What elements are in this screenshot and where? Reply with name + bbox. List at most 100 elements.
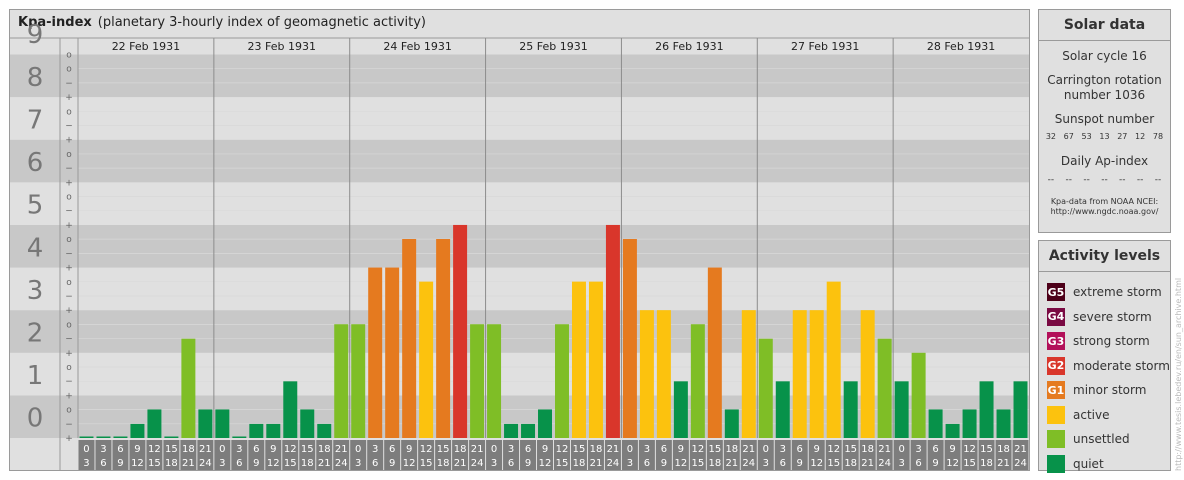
interval-start-label: 12: [420, 444, 433, 455]
interval-start-label: 3: [915, 444, 921, 455]
level-band: [10, 395, 1029, 438]
interval-end-label: 6: [236, 458, 242, 469]
date-strip: [78, 38, 1029, 55]
data-source-note: Kpa-data from NOAA NCEI: http://www.ngdc…: [1039, 197, 1170, 217]
carrington-line2: number 1036: [1063, 88, 1146, 102]
activity-level-active: active: [1047, 403, 1170, 428]
divider: [1039, 40, 1170, 41]
ap-value: --: [1136, 175, 1144, 185]
y-tick-label: 9: [27, 20, 44, 50]
interval-box: [893, 440, 910, 470]
y-minor-mark: −: [65, 249, 73, 259]
interval-box: [435, 440, 452, 470]
interval-box: [723, 440, 740, 470]
level-swatch: [1047, 405, 1065, 424]
interval-start-label: 15: [708, 444, 721, 455]
kp-bar: [215, 409, 230, 438]
interval-end-label: 6: [780, 458, 786, 469]
kp-bar: [571, 281, 586, 438]
interval-box: [452, 440, 469, 470]
interval-box: [265, 440, 282, 470]
interval-box: [927, 440, 944, 470]
kp-bar: [504, 423, 519, 438]
interval-end-label: 24: [335, 458, 348, 469]
kp-bar: [283, 381, 298, 438]
interval-box: [638, 440, 655, 470]
interval-end-label: 3: [491, 458, 497, 469]
interval-end-label: 9: [797, 458, 803, 469]
day-label: 22 Feb 1931: [112, 40, 180, 53]
interval-end-label: 3: [627, 458, 633, 469]
kp-bar: [979, 381, 994, 438]
interval-end-label: 15: [963, 458, 976, 469]
activity-level-moderate-storm: G2 moderate storm: [1047, 354, 1170, 379]
y-minor-mark: o: [66, 150, 72, 160]
kp-bar: [877, 338, 892, 438]
interval-start-label: 6: [525, 444, 531, 455]
kp-bar: [198, 409, 213, 438]
carrington-line1: Carrington rotation: [1047, 73, 1162, 87]
interval-start-label: 3: [372, 444, 378, 455]
kp-bar: [368, 267, 383, 438]
kp-bar: [249, 423, 264, 438]
interval-start-label: 18: [590, 444, 603, 455]
interval-box: [978, 440, 995, 470]
interval-end-label: 9: [117, 458, 123, 469]
y-tick-label: 1: [27, 361, 44, 391]
interval-end-label: 15: [556, 458, 569, 469]
kp-bar: [860, 310, 875, 438]
ap-value: --: [1154, 175, 1162, 185]
interval-start-label: 12: [963, 444, 976, 455]
interval-end-label: 12: [946, 458, 959, 469]
y-minor-mark: +: [65, 264, 73, 274]
interval-end-label: 6: [644, 458, 650, 469]
interval-start-label: 6: [661, 444, 667, 455]
interval-end-label: 12: [131, 458, 144, 469]
interval-start-label: 18: [454, 444, 467, 455]
interval-end-label: 12: [403, 458, 416, 469]
kp-bar: [826, 281, 841, 438]
interval-start-label: 6: [389, 444, 395, 455]
kp-bar: [266, 423, 281, 438]
interval-box: [367, 440, 384, 470]
interval-box: [197, 440, 214, 470]
y-minor-mark: o: [66, 278, 72, 288]
kp-bar: [639, 310, 654, 438]
sunspot-label: Sunspot number: [1054, 112, 1155, 126]
interval-start-label: 0: [763, 444, 769, 455]
activity-legend: G5 extreme storm G4 severe storm G3 strong st…: [1039, 280, 1170, 476]
kp-bar: [385, 267, 400, 438]
interval-box: [112, 440, 129, 470]
kp-bar: [555, 324, 569, 438]
kp-bar: [521, 423, 536, 438]
kp-bar: [1013, 381, 1028, 438]
interval-end-label: 21: [454, 458, 467, 469]
interval-box: [78, 440, 95, 470]
y-tick-label: 7: [27, 105, 44, 135]
interval-start-label: 9: [814, 444, 820, 455]
kp-bar: [894, 381, 909, 438]
interval-start-label: 3: [780, 444, 786, 455]
interval-end-label: 21: [318, 458, 331, 469]
interval-end-label: 24: [199, 458, 212, 469]
y-minor-mark: +: [65, 391, 73, 401]
sunspot-value: 67: [1063, 132, 1074, 141]
interval-end-label: 21: [590, 458, 603, 469]
interval-box: [214, 440, 231, 470]
solar-cycle: Solar cycle 16: [1062, 49, 1147, 63]
interval-box: [842, 440, 859, 470]
kpa-chart-panel: Kpa-index (planetary 3-hourly index of ge…: [9, 9, 1030, 471]
interval-start-label: 6: [932, 444, 938, 455]
kpa-bar-chart: 0123456789+−o+−o+−o+−o+−o+−o+−o+−o+−oo22…: [10, 20, 1029, 470]
interval-end-label: 9: [661, 458, 667, 469]
y-minor-mark: o: [66, 107, 72, 117]
interval-box: [791, 440, 808, 470]
kp-bar: [147, 409, 162, 438]
day-label: 26 Feb 1931: [655, 40, 723, 53]
interval-box: [418, 440, 435, 470]
interval-start-label: 12: [556, 444, 569, 455]
interval-end-label: 12: [810, 458, 823, 469]
interval-start-label: 21: [607, 444, 620, 455]
interval-end-label: 6: [100, 458, 106, 469]
interval-box: [333, 440, 350, 470]
